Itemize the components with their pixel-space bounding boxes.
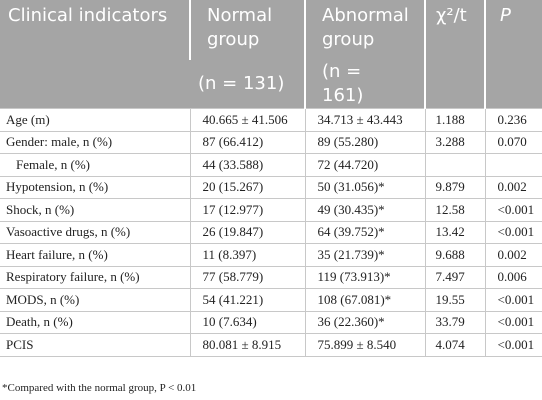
row-label: MODS, n (%)	[0, 288, 191, 312]
table-cell: 20 (15.267)	[189, 175, 306, 199]
header-subcell: (n = 131)	[190, 60, 305, 109]
table-cell: 54 (41.221)	[189, 288, 306, 312]
table-cell: 87 (66.412)	[189, 130, 306, 154]
table-cell: 9.879	[424, 175, 486, 199]
table-cell: 44 (33.588)	[189, 153, 306, 177]
table-cell: 77 (58.779)	[189, 265, 306, 289]
table-cell: 33.79	[424, 310, 486, 334]
table-row: Age (m) 40.665 ± 41.506 34.713 ± 43.443 1.1…	[0, 108, 542, 132]
empty-cell	[424, 153, 486, 177]
row-label: Gender: male, n (%)	[0, 130, 191, 154]
table-row: PCIS 80.081 ± 8.915 75.899 ± 8.540 4.074 <0.…	[0, 333, 542, 357]
table-cell: 80.081 ± 8.915	[189, 333, 306, 357]
table-cell: 17 (12.977)	[189, 198, 306, 222]
table-row: MODS, n (%) 54 (41.221) 108 (67.081)* 19.55…	[0, 288, 542, 312]
table-row: Shock, n (%) 17 (12.977) 49 (30.435)* 12.58…	[0, 198, 542, 222]
table-cell: 49 (30.435)*	[304, 198, 426, 222]
table-cell: 72 (44.720)	[304, 153, 426, 177]
table-cell: 35 (21.739)*	[304, 243, 426, 267]
data-table: Clinical indicators Normal group Abnorma…	[0, 0, 542, 357]
table-row: Heart failure, n (%) 11 (8.397) 35 (21.739…	[0, 243, 542, 267]
header-cell: Normal group	[189, 0, 305, 60]
row-label: Female, n (%)	[0, 153, 191, 177]
table-cell: 7.497	[424, 265, 486, 289]
table-cell: 50 (31.056)*	[304, 175, 426, 199]
table-cell: 75.899 ± 8.540	[304, 333, 426, 357]
table-body: Age (m) 40.665 ± 41.506 34.713 ± 43.443 1.1…	[0, 108, 542, 357]
row-label: Heart failure, n (%)	[0, 243, 191, 267]
header-cell: Abnormal group	[304, 0, 425, 60]
table-row: Vasoactive drugs, n (%) 26 (19.847) 64 (39…	[0, 220, 542, 244]
table-cell: 13.42	[424, 220, 486, 244]
table-cell: 108 (67.081)*	[304, 288, 426, 312]
header-row: Clinical indicators Normal group Abnorma…	[0, 0, 542, 109]
table-cell: 26 (19.847)	[189, 220, 306, 244]
table-cell: 19.55	[424, 288, 486, 312]
table-cell: <0.001	[484, 333, 542, 357]
table-cell: 1.188	[424, 108, 486, 132]
table-cell: 34.713 ± 43.443	[304, 108, 426, 132]
table-cell: 11 (8.397)	[189, 243, 306, 267]
table-cell: <0.001	[484, 220, 542, 244]
table-cell: 4.074	[424, 333, 486, 357]
footnote: *Compared with the normal group, P < 0.0…	[2, 382, 197, 394]
table-cell: 64 (39.752)*	[304, 220, 426, 244]
header-subcell: (n = 161)	[304, 60, 425, 109]
table-cell: 0.002	[484, 243, 542, 267]
header-cell: P	[484, 0, 542, 109]
table-cell: 36 (22.360)*	[304, 310, 426, 334]
row-label: Age (m)	[0, 108, 191, 132]
table-cell: 10 (7.634)	[189, 310, 306, 334]
row-label: Death, n (%)	[0, 310, 191, 334]
table-cell: 3.288	[424, 130, 486, 154]
row-label: Respiratory failure, n (%)	[0, 265, 191, 289]
table-cell: 0.236	[484, 108, 542, 132]
table-cell: <0.001	[484, 310, 542, 334]
table-cell: <0.001	[484, 198, 542, 222]
table-cell: 40.665 ± 41.506	[189, 108, 306, 132]
header-cell: Clinical indicators	[0, 0, 190, 109]
table-cell: 9.688	[424, 243, 486, 267]
header-row: (n = 131) (n = 161)	[0, 60, 542, 109]
table-cell: 0.002	[484, 175, 542, 199]
table-row: Respiratory failure, n (%) 77 (58.779) 119…	[0, 265, 542, 289]
table-cell: 119 (73.913)*	[304, 265, 426, 289]
table-row: Hypotension, n (%) 20 (15.267) 50 (31.056)…	[0, 175, 542, 199]
row-label: Shock, n (%)	[0, 198, 191, 222]
header-cell: χ²/t	[424, 0, 485, 109]
table-row: Female, n (%) 44 (33.588) 72 (44.720)	[0, 153, 542, 177]
table-cell: 0.006	[484, 265, 542, 289]
row-label: Vasoactive drugs, n (%)	[0, 220, 191, 244]
table-cell: 0.070	[484, 130, 542, 154]
table-row: Gender: male, n (%) 87 (66.412) 89 (55.280…	[0, 130, 542, 154]
table-cell: 89 (55.280)	[304, 130, 426, 154]
table-cell: 12.58	[424, 198, 486, 222]
empty-cell	[484, 153, 542, 177]
table-cell: <0.001	[484, 288, 542, 312]
table-row: Death, n (%) 10 (7.634) 36 (22.360)* 33.79 <…	[0, 310, 542, 334]
row-label: Hypotension, n (%)	[0, 175, 191, 199]
row-label: PCIS	[0, 333, 191, 357]
table-header: Clinical indicators Normal group Abnorma…	[0, 0, 542, 109]
